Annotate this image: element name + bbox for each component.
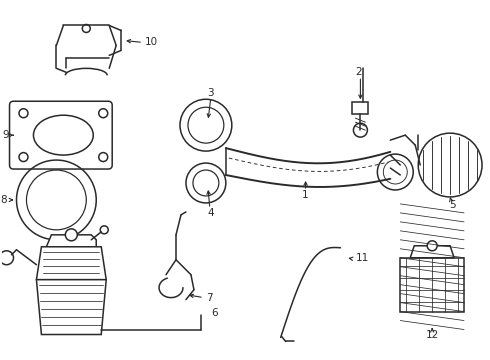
Circle shape (99, 109, 108, 118)
Polygon shape (47, 235, 96, 247)
Polygon shape (36, 247, 106, 280)
Text: 7: 7 (206, 293, 213, 303)
Text: 9: 9 (2, 130, 8, 140)
Circle shape (19, 109, 28, 118)
Circle shape (0, 251, 14, 265)
Text: 2: 2 (355, 67, 362, 77)
Circle shape (65, 229, 77, 241)
Circle shape (19, 153, 28, 162)
Text: 8: 8 (0, 195, 6, 205)
Text: 11: 11 (355, 253, 368, 263)
Text: 10: 10 (145, 37, 158, 48)
Polygon shape (400, 258, 464, 312)
Polygon shape (352, 102, 368, 114)
Circle shape (99, 153, 108, 162)
Text: 12: 12 (425, 329, 439, 339)
Text: 1: 1 (302, 190, 309, 200)
Text: 5: 5 (449, 200, 455, 210)
Polygon shape (36, 280, 106, 334)
Circle shape (100, 226, 108, 234)
Text: 3: 3 (208, 88, 214, 98)
Circle shape (353, 123, 368, 137)
Text: 6: 6 (211, 307, 218, 318)
Circle shape (427, 241, 437, 251)
Polygon shape (410, 246, 454, 258)
Text: 4: 4 (208, 208, 214, 218)
